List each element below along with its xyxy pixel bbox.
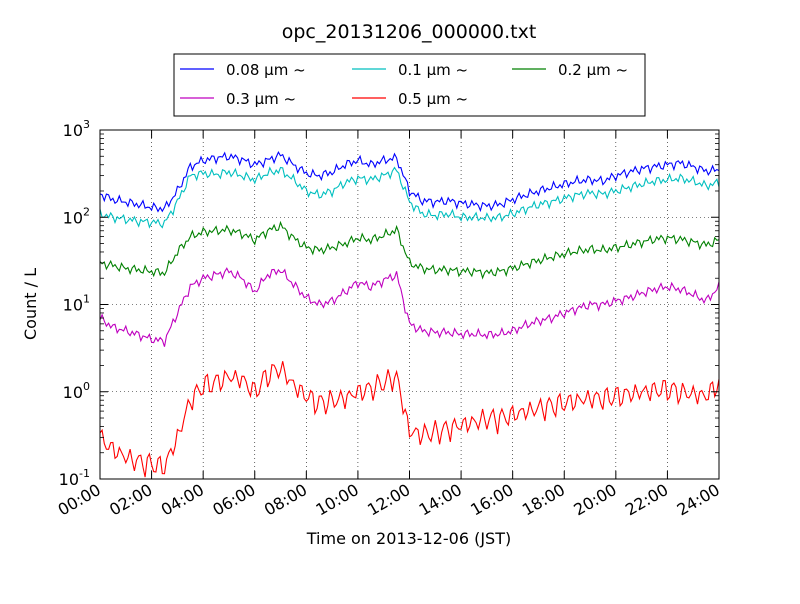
series-line — [100, 361, 719, 478]
series-line — [100, 150, 719, 213]
x-tick-label: 20:00 — [570, 480, 619, 520]
x-tick-label: 02:00 — [106, 480, 155, 520]
x-tick-label: 06:00 — [209, 480, 258, 520]
legend-label: 0.08 μm ~ — [226, 61, 306, 79]
x-axis-label: Time on 2013-12-06 (JST) — [306, 529, 511, 548]
y-tick-label: 10-1 — [59, 467, 90, 489]
x-tick-label: 08:00 — [261, 480, 310, 520]
grid-lines — [100, 130, 719, 479]
y-tick-label: 103 — [63, 118, 90, 140]
legend: 0.08 μm ~ 0.1 μm ~ 0.2 μm ~ 0.3 μm ~ 0.5 μm … — [173, 53, 646, 117]
y-tick-label: 101 — [63, 293, 90, 315]
y-tick-label: 102 — [63, 205, 90, 227]
x-tick-label: 14:00 — [416, 480, 465, 520]
x-tick-label: 12:00 — [364, 480, 413, 520]
x-tick-label: 24:00 — [674, 480, 723, 520]
legend-box — [173, 53, 646, 117]
x-tick-label: 18:00 — [519, 480, 568, 520]
x-tick-label: 22:00 — [622, 480, 671, 520]
legend-label: 0.2 μm ~ — [558, 61, 628, 79]
series-line — [100, 166, 719, 229]
x-tick-label: 10:00 — [312, 480, 361, 520]
axis-ticks — [99, 129, 720, 480]
y-tick-label: 100 — [63, 380, 90, 402]
x-tick-label: 04:00 — [158, 480, 207, 520]
legend-label: 0.5 μm ~ — [398, 90, 468, 108]
chart-title: opc_20131206_000000.txt — [282, 21, 537, 43]
series-line — [100, 267, 719, 347]
series-line — [100, 220, 719, 280]
x-tick-label: 16:00 — [467, 480, 516, 520]
legend-label: 0.1 μm ~ — [398, 61, 468, 79]
plot-area — [99, 129, 720, 480]
legend-label: 0.3 μm ~ — [226, 90, 296, 108]
series-lines — [100, 150, 719, 478]
y-axis-label: Count / L — [21, 268, 40, 340]
